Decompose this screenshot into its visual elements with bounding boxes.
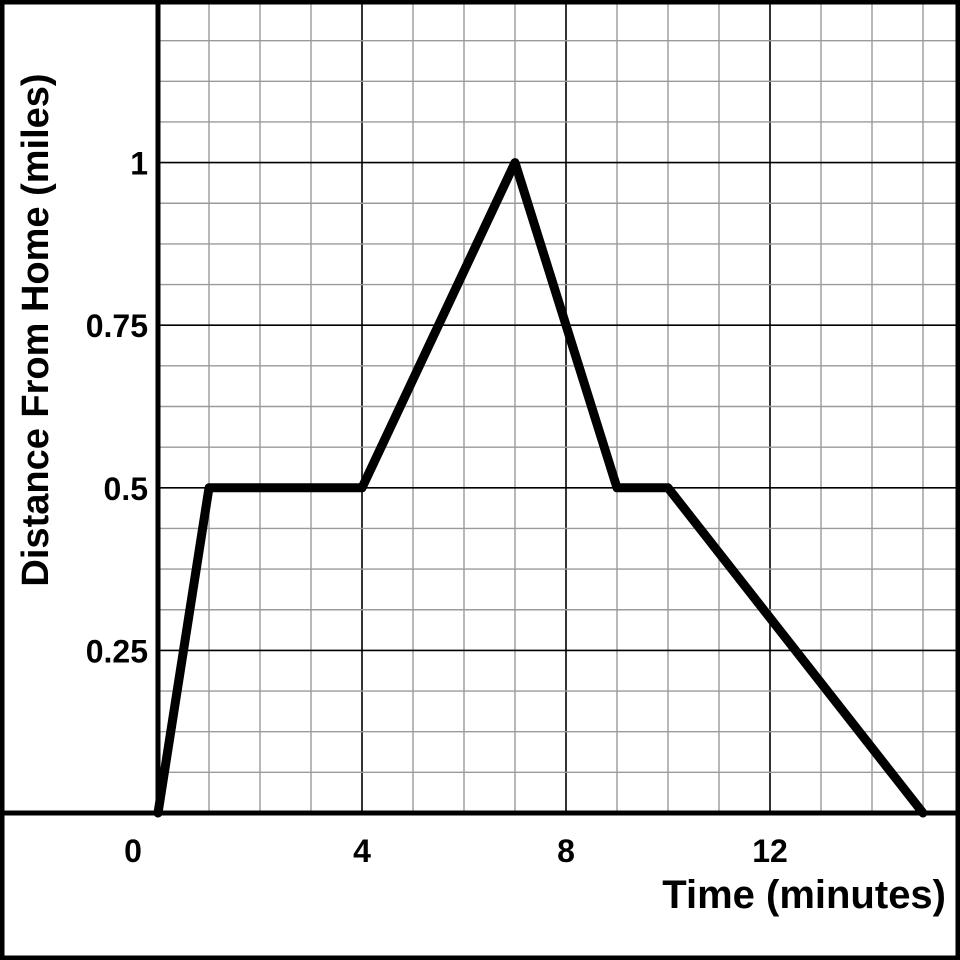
x-tick-label: 4 xyxy=(353,833,371,869)
series xyxy=(153,158,928,818)
y-tick-label: 0.25 xyxy=(86,633,148,669)
y-tick-label: 0.75 xyxy=(86,308,148,344)
y-tick-label: 1 xyxy=(130,146,148,182)
x-tick-label: 0 xyxy=(124,833,142,869)
y-axis-label: Distance From Home (miles) xyxy=(15,73,57,586)
x-tick-label: 8 xyxy=(557,833,575,869)
x-axis-label: Time (minutes) xyxy=(662,873,946,917)
y-tick-label: 0.5 xyxy=(104,471,148,507)
tick-labels: 0 4 8 12 0.25 0.5 0.75 1 xyxy=(86,146,788,869)
x-tick-label: 12 xyxy=(752,833,788,869)
